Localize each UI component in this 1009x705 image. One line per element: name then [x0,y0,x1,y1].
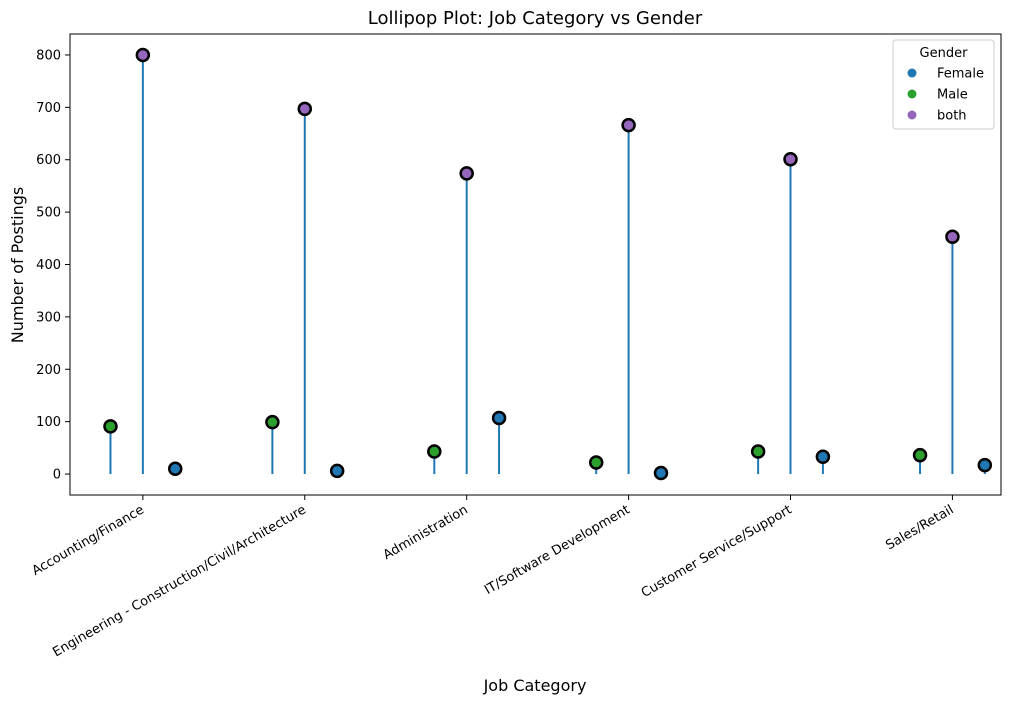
plot-frame [69,33,1002,496]
y-tick-label: 800 [36,48,61,63]
lollipop-marker-female [977,457,993,473]
lollipop-marker-male [588,455,604,470]
lollipop-marker-both [945,229,960,244]
legend-title: Gender [920,46,969,61]
lollipop-marker-both [783,151,798,167]
lollipop-marker-both [297,101,313,117]
legend-marker-male [907,89,917,99]
x-tick-label: IT/Software Development [482,502,632,598]
plot-area: 0 100 200 300 400 500 600 700 800 Accounting/Fina… [30,33,1002,660]
lollipop-marker-female [167,461,183,477]
y-tick-label: 200 [36,363,61,378]
lollipop-marker-male [103,419,118,434]
y-tick-label: 600 [36,153,61,168]
lollipop-marker-both [135,47,151,63]
legend: Gender Female Male both [892,39,995,130]
y-tick-label: 0 [53,468,61,483]
lollipop-marker-female [491,410,507,426]
y-tick-label: 100 [36,415,61,430]
legend-label-male: Male [937,88,968,103]
x-tick-label: Accounting/Finance [30,502,147,578]
y-tick-label: 300 [36,310,61,325]
legend-box [892,39,995,130]
y-tick-label: 500 [36,206,61,221]
legend-marker-both [907,110,917,120]
lollipop-marker-female [329,463,345,479]
y-tick-label: 700 [36,101,61,116]
legend-marker-female [907,68,917,78]
chart-title: Lollipop Plot: Job Category vs Gender [368,8,703,29]
x-tick-label: Sales/Retail [883,502,956,553]
lollipop-marker-male [912,447,928,463]
legend-label-both: both [937,109,967,124]
x-tick-label: Customer Service/Support [639,502,795,601]
lollipop-marker-female [653,465,669,481]
y-axis-title: Number of Postings [8,187,27,343]
lollipop-marker-both [459,166,474,181]
lollipop-marker-female [815,449,831,465]
x-tick-label: Administration [381,502,471,563]
lollipop-marker-both [621,117,636,133]
lollipop-marker-male [750,444,766,459]
legend-label-female: Female [937,67,984,82]
lollipop-marker-male [265,414,280,430]
y-tick-label: 400 [36,258,61,273]
lollipop-marker-male [427,444,442,459]
x-axis-title: Job Category [483,676,587,695]
x-tick-label: Engineering - Construction/Civil/Archite… [50,502,308,660]
